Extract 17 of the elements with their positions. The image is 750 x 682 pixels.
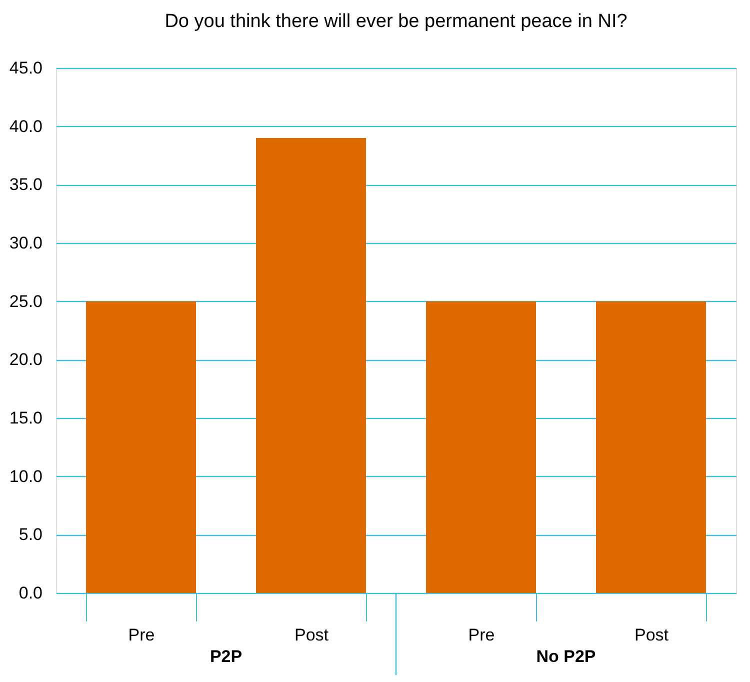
text: No P2P (536, 647, 596, 666)
y-tick-label: 10.0 (9, 466, 42, 486)
x-tick-label: Post (634, 626, 669, 644)
text: P2P (210, 647, 242, 666)
chart-title: Do you think there will ever be permanent peace in NI? (164, 11, 628, 32)
x-tick-label: Post (294, 626, 329, 644)
y-tick-label: 25.0 (9, 292, 42, 311)
y-tick-label: 20.0 (9, 350, 42, 370)
y-tick-label: 0.0 (18, 584, 42, 602)
y-tick-label: 5.0 (18, 525, 42, 544)
y-tick-label: 30.0 (9, 234, 42, 252)
y-tick-label: 40.0 (9, 116, 42, 136)
x-tick-label: Pre (128, 626, 155, 644)
y-tick-label: 15.0 (9, 408, 42, 428)
x-tick-label: Pre (468, 626, 495, 644)
y-tick-label: 45.0 (9, 58, 42, 78)
y-tick-label: 35.0 (9, 175, 42, 194)
